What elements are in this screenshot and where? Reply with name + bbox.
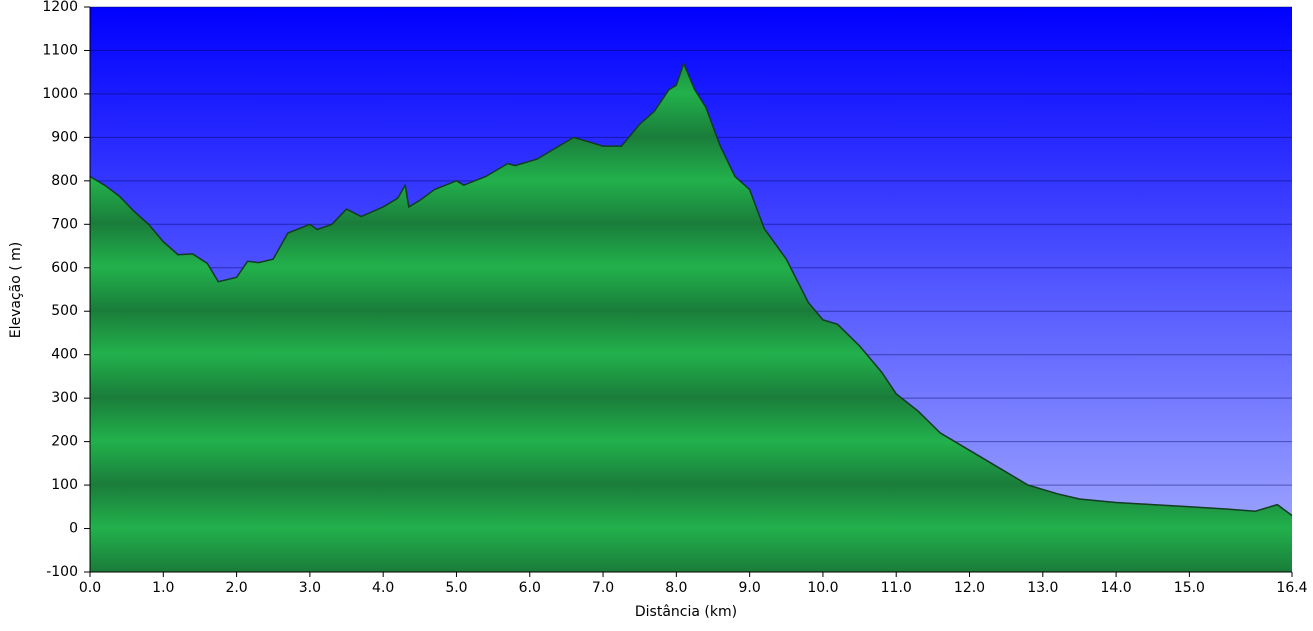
x-tick-label: 13.0 — [1027, 580, 1058, 596]
x-tick-label: 12.0 — [954, 580, 985, 596]
x-tick-label: 7.0 — [592, 580, 614, 596]
elevation-line — [89, 61, 1293, 517]
x-tick-label: 2.0 — [225, 580, 247, 596]
x-tick-label: 5.0 — [445, 580, 467, 596]
x-tick-label: 1.0 — [152, 580, 174, 596]
y-tick-label: 800 — [51, 173, 78, 189]
y-tick-label: 400 — [51, 347, 78, 363]
x-tick-label: 8.0 — [665, 580, 687, 596]
y-tick-label: -100 — [46, 564, 78, 580]
y-tick-label: 600 — [51, 260, 78, 276]
y-tick-label: 700 — [51, 216, 78, 232]
x-axis-label: Distância (km) — [635, 604, 737, 620]
y-tick-label: 1100 — [42, 42, 78, 58]
x-tick-label: 0.0 — [79, 580, 101, 596]
x-tick-label: 10.0 — [807, 580, 838, 596]
y-tick-label: 1200 — [42, 0, 78, 15]
y-tick-label: 1000 — [42, 86, 78, 102]
x-tick-label: 9.0 — [739, 580, 761, 596]
y-tick-label: 300 — [51, 390, 78, 406]
y-tick-label: 500 — [51, 303, 78, 319]
x-tick-label: 15.0 — [1174, 580, 1205, 596]
x-tick-label: 14.0 — [1101, 580, 1132, 596]
x-tick-label: 16.4 — [1276, 580, 1307, 596]
elevation-area — [90, 63, 1292, 572]
y-tick-label: 0 — [69, 521, 78, 537]
x-tick-label: 11.0 — [881, 580, 912, 596]
x-tick-label: 6.0 — [519, 580, 541, 596]
y-tick-label: 900 — [51, 129, 78, 145]
x-tick-label: 4.0 — [372, 580, 394, 596]
y-axis-label: Elevação ( m) — [8, 242, 24, 339]
y-tick-label: 100 — [51, 477, 78, 493]
y-tick-label: 200 — [51, 434, 78, 450]
x-tick-label: 3.0 — [299, 580, 321, 596]
